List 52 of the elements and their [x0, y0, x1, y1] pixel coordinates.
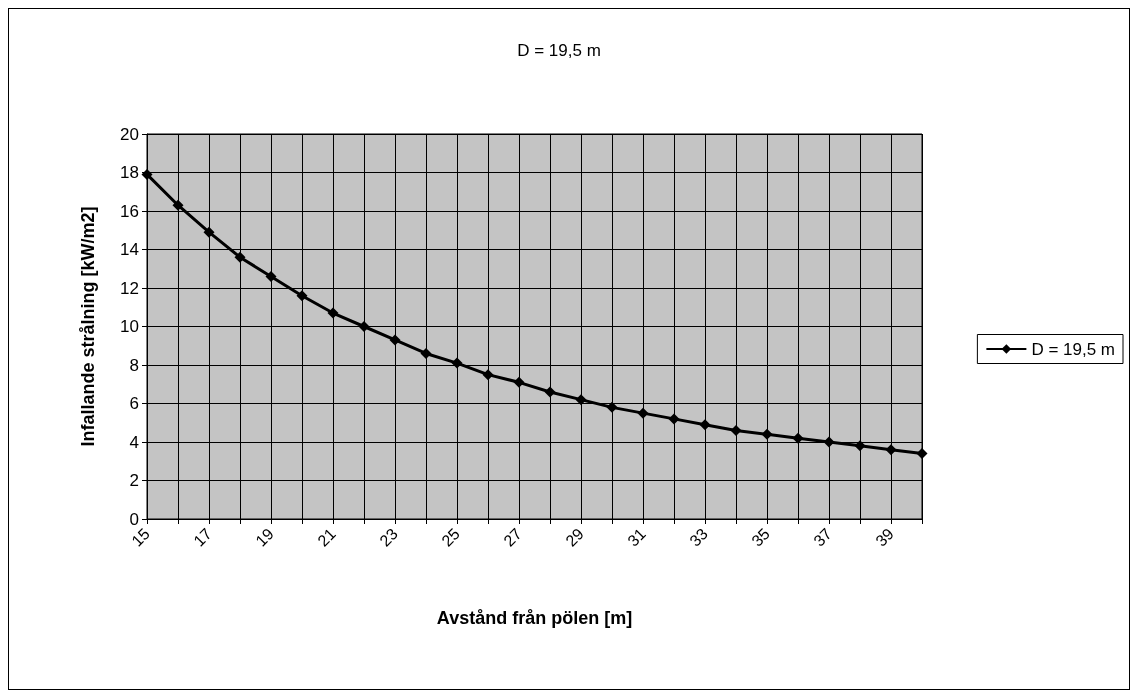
legend-label: D = 19,5 m	[1031, 339, 1115, 359]
point	[730, 424, 742, 436]
point	[916, 448, 928, 460]
point	[482, 369, 494, 381]
point	[451, 357, 463, 369]
point	[575, 394, 587, 406]
chart-title: D = 19,5 m	[517, 41, 601, 60]
y-tick-label: 2	[129, 471, 139, 490]
x-tick-label: 25	[438, 524, 464, 550]
x-tick-label: 33	[686, 524, 712, 550]
point	[141, 168, 153, 180]
x-tick-label: 29	[562, 524, 588, 550]
point	[761, 428, 773, 440]
point	[699, 419, 711, 431]
point	[203, 226, 215, 238]
x-tick-label: 37	[810, 524, 836, 550]
x-axis-title: Avstånd från pölen [m]	[436, 608, 633, 628]
x-tick-label: 17	[190, 524, 216, 550]
x-tick-label: 21	[314, 524, 340, 550]
point	[513, 376, 525, 388]
x-tick-label: 31	[624, 524, 650, 550]
point	[606, 401, 618, 413]
y-tick-label: 10	[120, 317, 139, 336]
x-tick-label: 27	[500, 524, 526, 550]
point	[172, 199, 184, 211]
point	[668, 413, 680, 425]
y-tick-label: 18	[120, 163, 139, 182]
point	[823, 436, 835, 448]
y-tick-label: 4	[129, 432, 139, 452]
y-tick-label: 6	[129, 394, 139, 413]
y-tick-label: 14	[120, 240, 139, 259]
point	[389, 334, 401, 346]
point	[420, 347, 432, 359]
x-tick-label: 23	[376, 524, 402, 550]
y-tick-label: 12	[120, 278, 139, 298]
point	[234, 251, 246, 263]
x-tick-label: 39	[872, 524, 898, 550]
y-tick-label: 20	[120, 124, 139, 144]
point	[544, 386, 556, 398]
point	[296, 290, 308, 302]
point	[637, 407, 649, 419]
point	[885, 444, 897, 456]
y-axis-title: Infallande strålning [kW/m2]	[78, 206, 98, 447]
point	[327, 307, 339, 319]
y-tick-label: 16	[120, 201, 139, 221]
point	[358, 321, 370, 332]
point	[792, 432, 804, 444]
point	[854, 440, 866, 452]
y-tick-label: 8	[129, 355, 139, 375]
x-tick-label: 35	[748, 524, 774, 550]
point	[265, 270, 277, 282]
x-tick-label: 19	[252, 524, 278, 550]
